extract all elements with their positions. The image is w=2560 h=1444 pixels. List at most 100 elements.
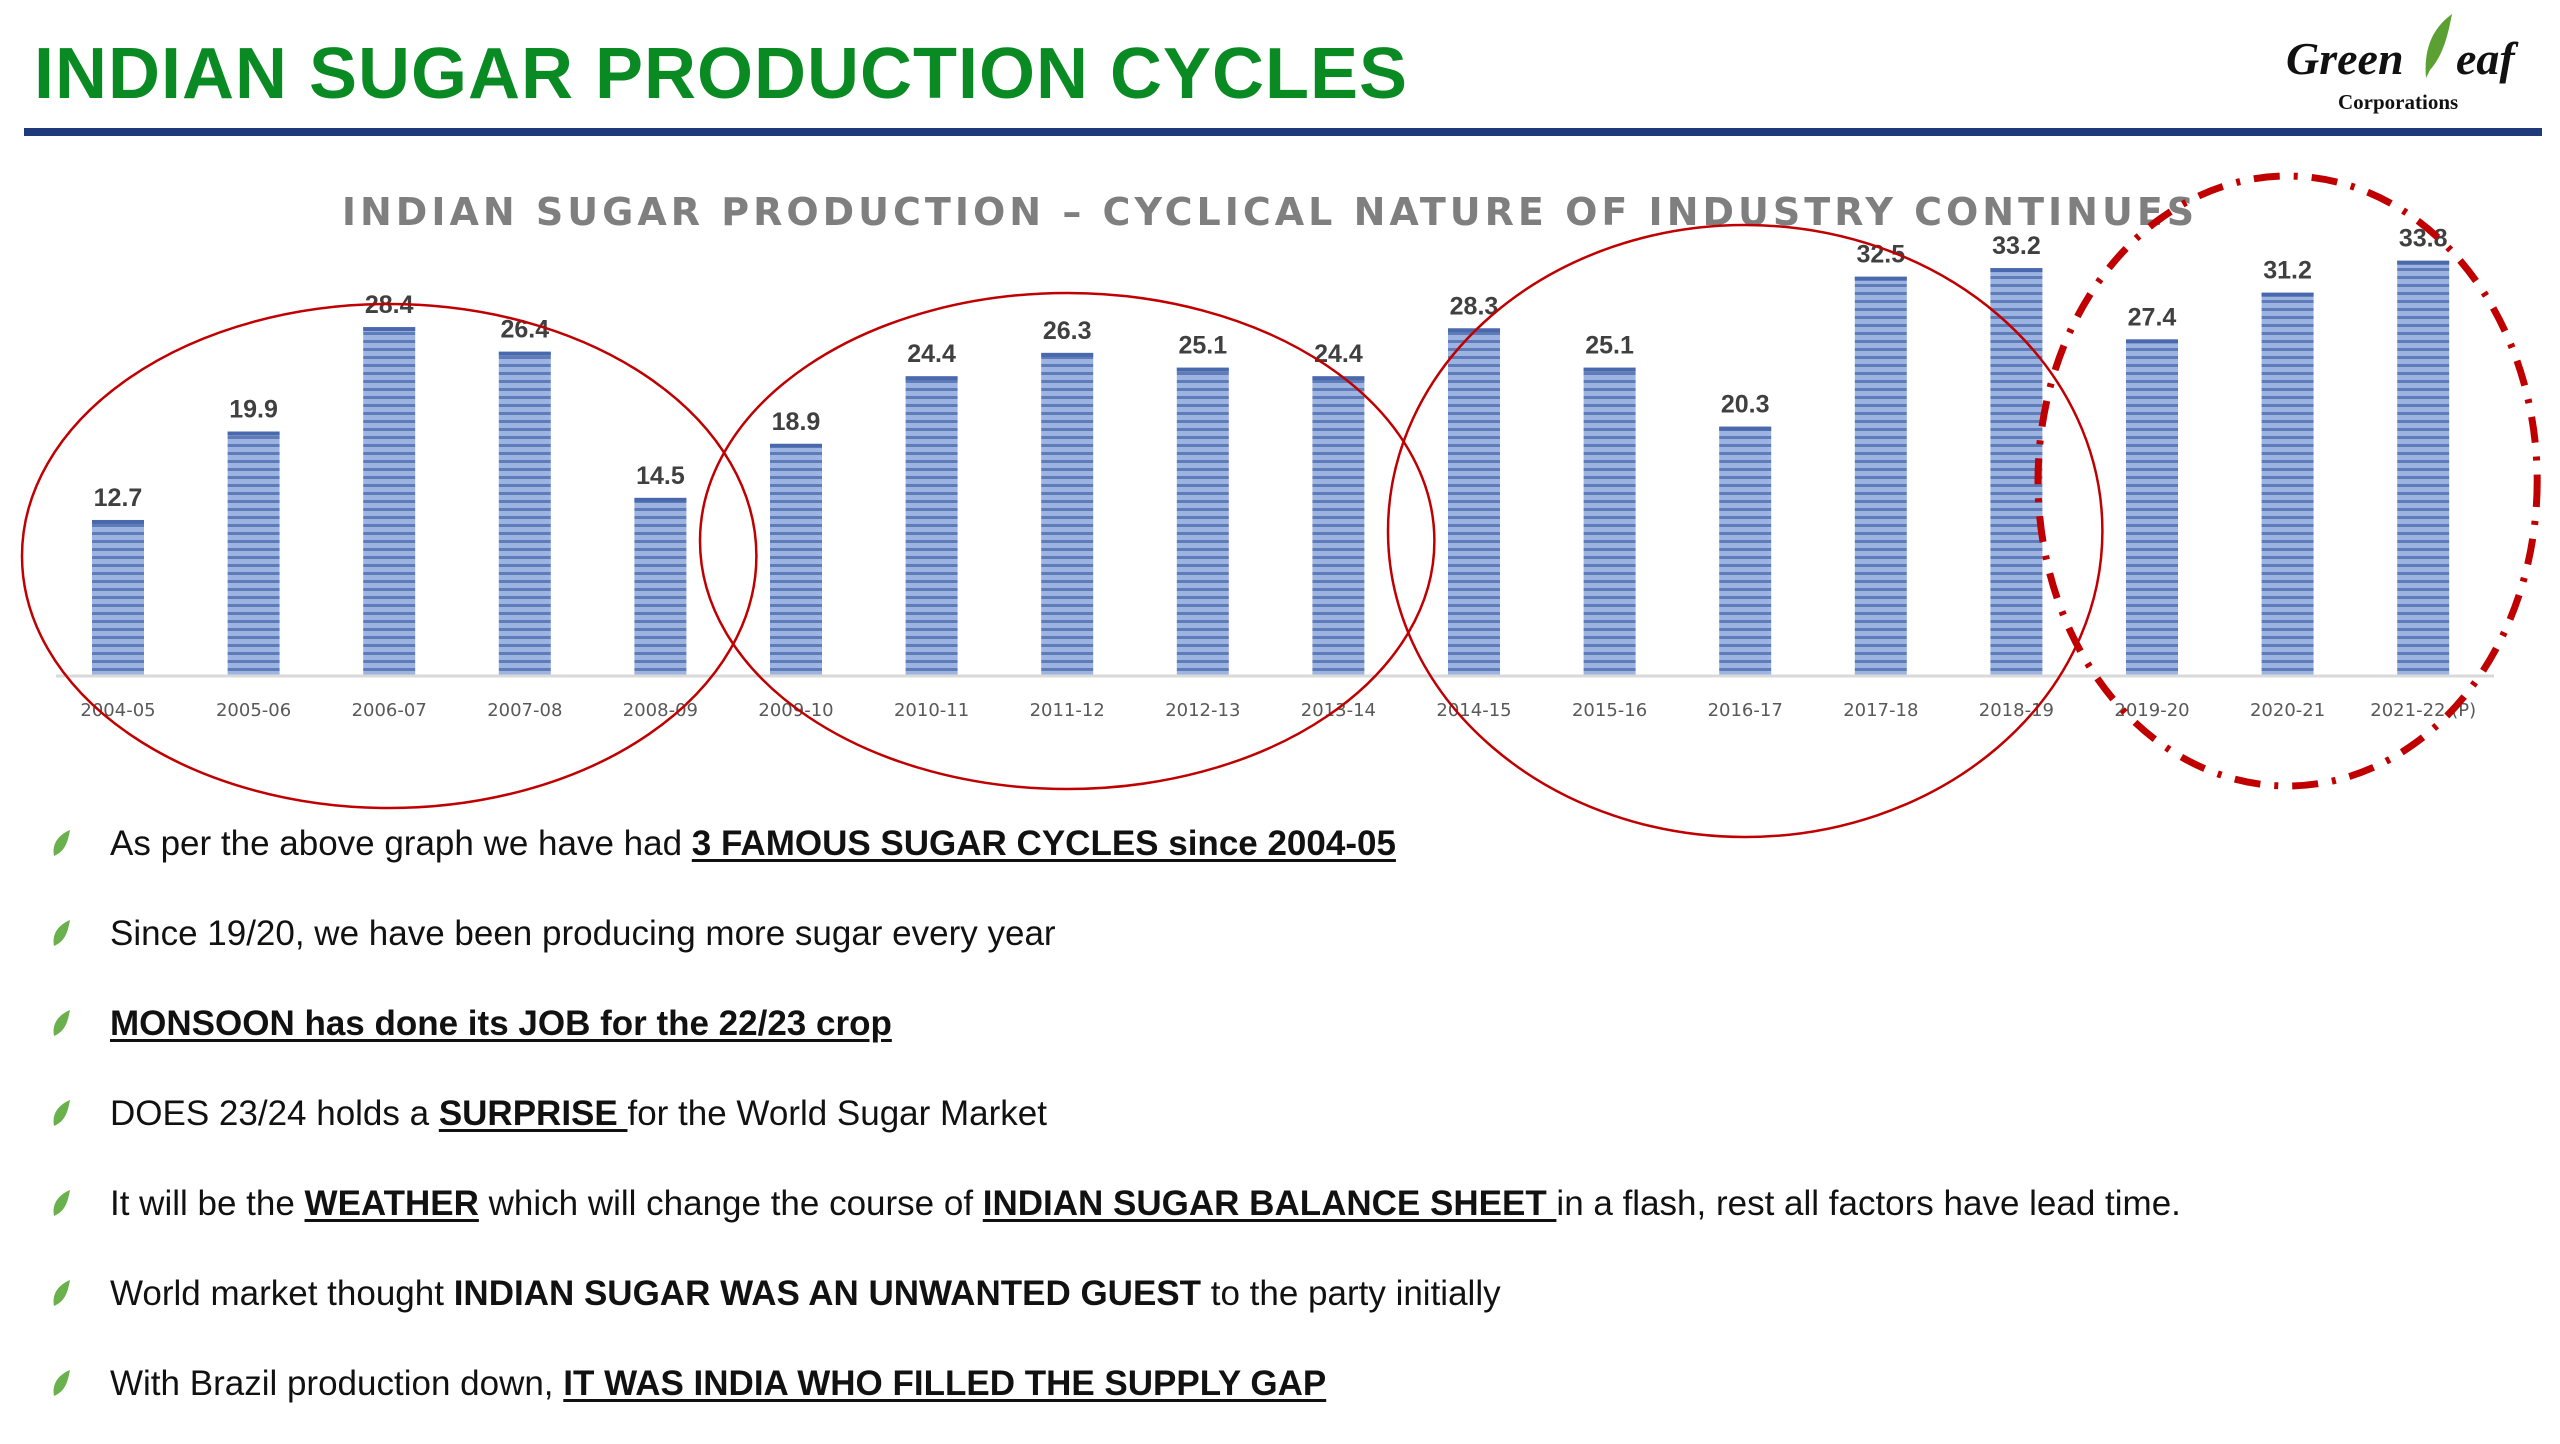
leaf-bullet-icon [53,1010,70,1036]
leaf-logo-icon [2425,14,2452,78]
bullet-text-part: With Brazil production down, [110,1364,564,1403]
data-label: 31.2 [2263,257,2312,285]
x-tick-label: 2016-17 [1708,700,1783,721]
leaf-bullet-icon [53,1280,70,1306]
production-bar-chart: 12.72004-0519.92005-0628.42006-0726.4200… [20,172,2541,839]
cycle-ellipse-4 [2034,172,2541,790]
bar-2006-07 [363,327,416,676]
bullet-text-part: 3 FAMOUS SUGAR CYCLES since 2004-05 [691,824,1396,863]
bar-2021-22 (P) [2397,260,2450,676]
leaf-bullet-icon [53,920,70,946]
bullet-text-part: World market thought [110,1274,454,1313]
x-tick-label: 2006-07 [352,700,427,721]
cycle-ellipse-2 [698,291,1436,791]
bar-top-edge [92,519,144,524]
bar-2019-20 [2126,339,2178,676]
x-tick-label: 2013-14 [1301,700,1376,721]
bullet-item: DOES 23/24 holds a SURPRISE for the Worl… [50,1084,2181,1174]
logo-subtitle: Corporations [2338,90,2459,114]
data-label: 27.4 [2128,303,2177,331]
data-label: 25.1 [1178,332,1227,360]
bar-top-edge [2261,292,2314,297]
bullet-item: As per the above graph we have had 3 FAM… [50,814,2181,904]
data-label: 26.3 [1043,317,1092,345]
data-label: 19.9 [229,396,278,424]
bullet-text-part: which will change the course of [478,1184,983,1223]
leaf-bullet-icon [53,1370,70,1396]
bar-2020-21 [2261,292,2314,676]
bullet-text-part: INDIAN SUGAR WAS AN UNWANTED GUEST [453,1274,1202,1313]
bar-top-edge [770,443,822,448]
bullet-text-part: INDIAN SUGAR BALANCE SHEET [982,1184,1557,1223]
bar-2007-08 [498,351,551,676]
x-tick-label: 2011-12 [1030,700,1105,721]
bar-2008-09 [634,497,687,676]
bullet-text-part: SURPRISE [438,1094,628,1133]
x-tick-label: 2007-08 [487,700,562,721]
x-tick-label: 2018-19 [1979,700,2054,721]
bar-top-edge [905,376,958,381]
bullet-list: As per the above graph we have had 3 FAM… [50,814,2181,1444]
bar-top-edge [1312,376,1365,381]
bar-2016-17 [1719,426,1772,676]
bar-top-edge [1990,268,2043,273]
bullet-text-part: for the World Sugar Market [627,1094,1047,1133]
x-tick-label: 2004-05 [80,700,155,721]
bar-top-edge [498,351,551,356]
title-underline-rule [24,128,2542,136]
bullet-item: With Brazil production down, IT WAS INDI… [50,1354,2181,1444]
x-tick-label: 2012-13 [1165,700,1240,721]
data-label: 24.4 [907,340,956,368]
bar-top-edge [227,431,280,436]
bullet-text-part: Since 19/20, we have been producing more… [110,914,1056,953]
x-tick-label: 2010-11 [894,700,969,721]
bar-top-edge [2126,339,2178,344]
bar-top-edge [1176,367,1229,372]
bar-2005-06 [227,431,280,676]
cycle-ellipse-1 [20,302,758,810]
x-tick-label: 2005-06 [216,700,291,721]
chart-title: INDIAN SUGAR PRODUCTION – CYCLICAL NATUR… [341,190,2199,234]
slide-title: INDIAN SUGAR PRODUCTION CYCLES [34,34,1409,114]
x-tick-label: 2017-18 [1843,700,1918,721]
bullet-text-part: IT WAS INDIA WHO FILLED THE SUPPLY GAP [563,1364,1327,1403]
bullet-text-part: It will be the [110,1184,305,1223]
bullet-item: It will be the WEATHER which will change… [50,1174,2181,1264]
bar-2018-19 [1990,268,2043,676]
bullet-text-part: As per the above graph we have had [110,824,692,863]
x-tick-label: 2019-20 [2114,700,2189,721]
bar-2004-05 [92,519,144,676]
bar-2011-12 [1041,352,1094,676]
bullet-item: Since 19/20, we have been producing more… [50,904,2181,994]
x-tick-label: 2009-10 [758,700,833,721]
leaf-bullet-icon [53,1100,70,1126]
bar-top-edge [1041,352,1094,357]
data-label: 25.1 [1585,332,1634,360]
bar-2009-10 [770,443,822,676]
data-label: 12.7 [94,484,143,512]
bullet-item: World market thought INDIAN SUGAR WAS AN… [50,1264,2181,1354]
bar-2014-15 [1448,328,1500,676]
cycle-ellipse-3 [1386,223,2104,839]
bar-top-edge [1583,367,1636,372]
bar-2012-13 [1176,367,1229,676]
data-label: 33.2 [1992,232,2041,260]
leaf-bullet-icon [53,1190,70,1216]
x-tick-label: 2014-15 [1436,700,1511,721]
company-logo: Green eaf Corporations [2280,6,2550,116]
bullet-text-part: WEATHER [304,1184,479,1223]
leaf-bullet-icon [53,830,70,856]
bar-top-edge [1719,426,1772,431]
bar-top-edge [363,327,416,332]
logo-word-part1: Green [2286,33,2404,84]
data-label: 24.4 [1314,340,1363,368]
bar-2015-16 [1583,367,1636,676]
logo-word-part2: eaf [2456,33,2515,84]
bar-top-edge [2397,260,2450,265]
x-tick-label: 2008-09 [623,700,698,721]
bullet-text-part: in a flash, rest all factors have lead t… [1556,1184,2181,1223]
bar-2010-11 [905,376,958,676]
bullet-item: MONSOON has done its JOB for the 22/23 c… [50,994,2181,1084]
data-label: 20.3 [1721,391,1770,419]
bar-2013-14 [1312,376,1365,676]
